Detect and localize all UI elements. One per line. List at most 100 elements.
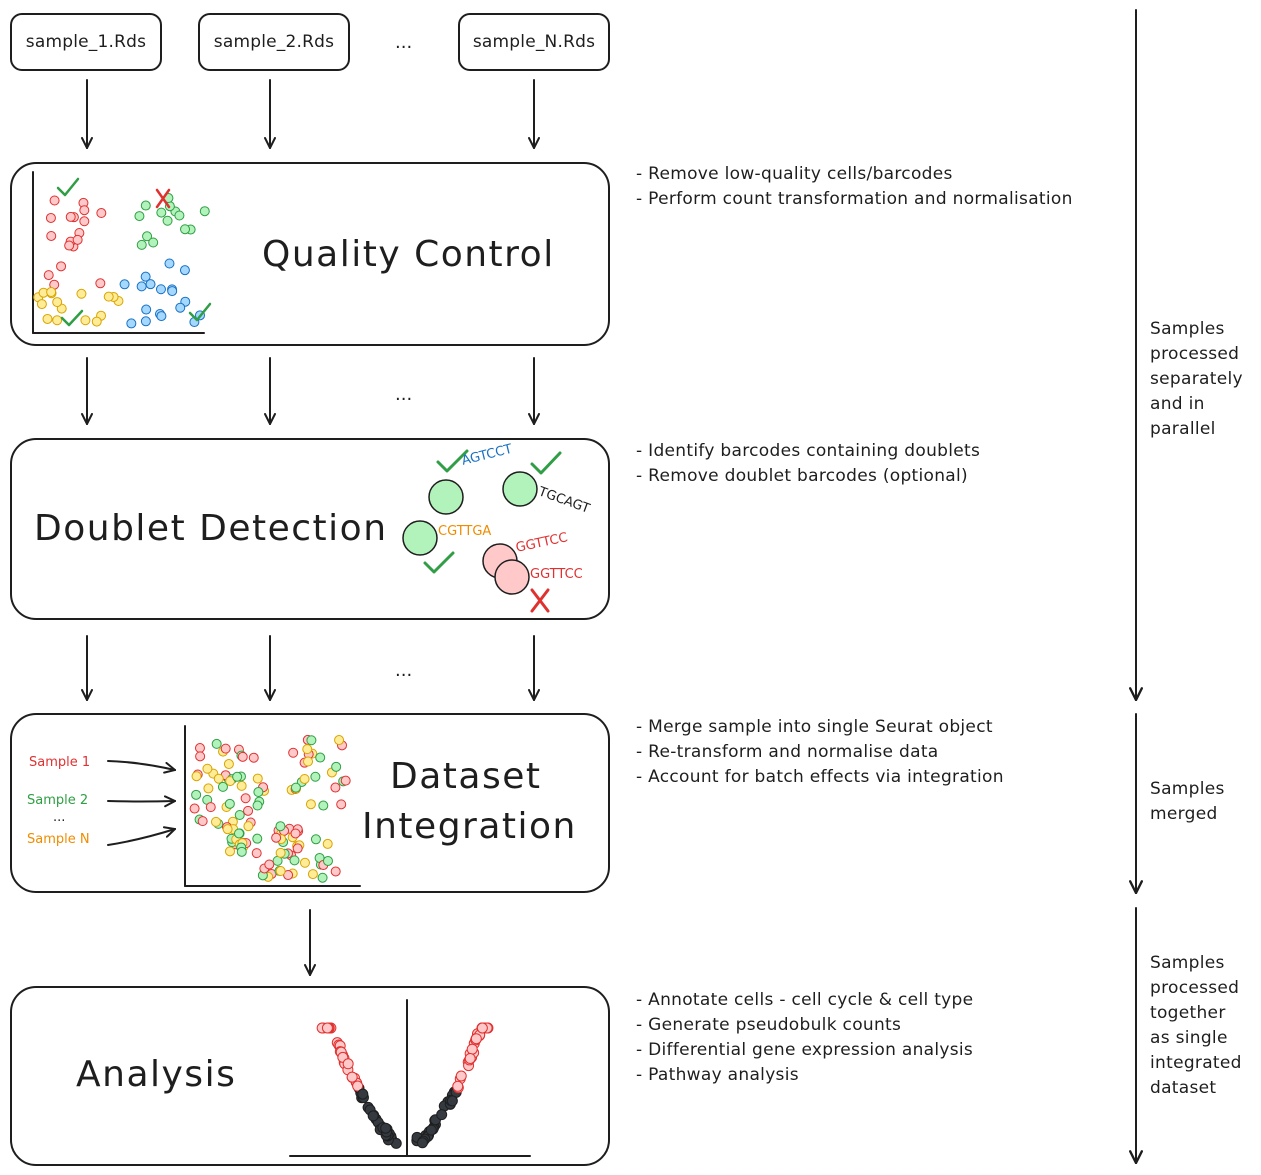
qc-cell-dot	[72, 234, 83, 245]
qc-cell-dot	[156, 311, 167, 322]
qc-cell-dot	[79, 216, 90, 227]
integration-cell-dot	[195, 751, 206, 762]
integration-cell-dot	[220, 743, 231, 754]
integration-cell-dot	[288, 747, 299, 758]
doublet-check-2	[530, 451, 562, 475]
integration-cell-dot	[322, 838, 333, 849]
integration-cell-dot	[334, 735, 345, 746]
sample2-arrow	[107, 801, 175, 802]
integration-cell-dot	[302, 744, 313, 755]
cell-doublet-b	[494, 559, 530, 595]
qc-cell-dot	[76, 288, 87, 299]
integration-note-3: - Account for batch effects via integrat…	[636, 767, 1004, 787]
integration-cell-dot	[251, 848, 262, 859]
integration-points	[189, 734, 351, 883]
analysis-note-2: - Generate pseudobulk counts	[636, 1015, 902, 1035]
qc-title: Quality Control	[262, 234, 555, 275]
qc-cell-dot	[174, 210, 185, 221]
sample-1-label: Sample 1	[29, 755, 91, 770]
flow-ellipsis-2: ...	[395, 660, 413, 681]
integration-cell-dot	[290, 828, 301, 839]
integration-cell-dot	[236, 780, 247, 791]
qc-cell-dot	[43, 270, 54, 281]
volcano-gene-dot	[416, 1137, 428, 1149]
qc-note-1: - Remove low-quality cells/barcodes	[636, 164, 953, 184]
qc-cell-dot	[119, 279, 130, 290]
volcano-gene-dot	[470, 1033, 482, 1045]
side-label-together: Samples processed together as single int…	[1150, 951, 1242, 1101]
qc-cell-dot	[180, 224, 191, 235]
integration-cell-dot	[243, 821, 254, 832]
qc-cell-dot	[52, 315, 63, 326]
side-together-line: together	[1150, 1003, 1226, 1023]
integration-title-line1: Dataset	[390, 756, 542, 797]
volcano-points	[316, 1022, 494, 1149]
qc-cell-dot	[162, 215, 173, 226]
volcano-gene-dot	[346, 1071, 358, 1083]
integration-cell-dot	[203, 783, 214, 794]
integration-cell-dot	[275, 866, 286, 877]
samplen-arrow	[107, 829, 175, 846]
integration-cell-dot	[236, 846, 247, 857]
integration-cell-dot	[234, 809, 245, 820]
integration-cell-dot	[310, 834, 321, 845]
volcano-gene-dot	[446, 1095, 458, 1107]
integration-cell-dot	[191, 789, 202, 800]
qc-box	[10, 162, 610, 346]
doublet-cells	[402, 471, 538, 595]
integration-cell-dot	[243, 805, 254, 816]
qc-marks	[56, 177, 212, 327]
qc-cell-dot	[96, 208, 107, 219]
qc-cell-dot	[126, 318, 137, 329]
integration-cell-dot	[240, 793, 251, 804]
integration-cell-dot	[248, 752, 259, 763]
qc-cell-dot	[140, 271, 151, 282]
integration-cell-dot	[252, 800, 263, 811]
doublet-check-3	[423, 551, 455, 574]
integration-cell-dot	[275, 821, 286, 832]
qc-cell-dot	[156, 207, 167, 218]
volcano-gene-dot	[466, 1043, 478, 1055]
integration-cell-dot	[299, 857, 310, 868]
qc-cell-dot	[140, 200, 151, 211]
qc-cross-green	[155, 188, 171, 209]
integration-cell-dot	[223, 759, 234, 770]
doublet-check-1	[436, 449, 469, 473]
qc-cell-dot	[199, 206, 210, 217]
doublet-cross	[530, 588, 550, 613]
qc-cell-dot	[142, 231, 153, 242]
integration-cell-dot	[211, 738, 222, 749]
integration-note-1: - Merge sample into single Seurat object	[636, 717, 993, 737]
barcode-cgttga: CGTTGA	[438, 524, 492, 539]
volcano-gene-dot	[352, 1080, 364, 1092]
barcode-ggttcc-2: GGTTCC	[530, 567, 583, 582]
integration-cell-dot	[210, 816, 221, 827]
cell-cgttga	[402, 520, 438, 556]
flow-ellipsis-1: ...	[395, 384, 413, 405]
integration-cell-dot	[271, 832, 282, 843]
qc-cell-dot	[64, 240, 75, 251]
qc-cell-dot	[49, 195, 60, 206]
integration-cell-dot	[233, 828, 244, 839]
input-file-2: sample_2.Rds	[198, 13, 350, 71]
integration-cell-dot	[310, 771, 321, 782]
integration-cell-dot	[299, 773, 310, 784]
analysis-note-3: - Differential gene expression analysis	[636, 1040, 974, 1060]
volcano-gene-dot	[476, 1022, 488, 1034]
side-separate-line: Samples	[1150, 319, 1225, 339]
analysis-notes: - Annotate cells - cell cycle & cell typ…	[636, 988, 973, 1088]
integration-cell-dot	[222, 824, 233, 835]
doublet-note-2: - Remove doublet barcodes (optional)	[636, 466, 968, 486]
integration-cell-dot	[303, 756, 314, 767]
input-file-1: sample_1.Rds	[10, 13, 162, 71]
side-label-separate: Samples processed separately and in para…	[1150, 317, 1243, 442]
integration-cell-dot	[331, 761, 342, 772]
qc-cell-dot	[45, 212, 56, 223]
analysis-note-4: - Pathway analysis	[636, 1065, 799, 1085]
integration-cell-dot	[252, 833, 263, 844]
integration-cell-dot	[253, 787, 264, 798]
doublet-notes: - Identify barcodes containing doublets …	[636, 439, 980, 489]
qc-cell-dot	[95, 278, 106, 289]
sample-ellipsis: ...	[53, 810, 66, 825]
